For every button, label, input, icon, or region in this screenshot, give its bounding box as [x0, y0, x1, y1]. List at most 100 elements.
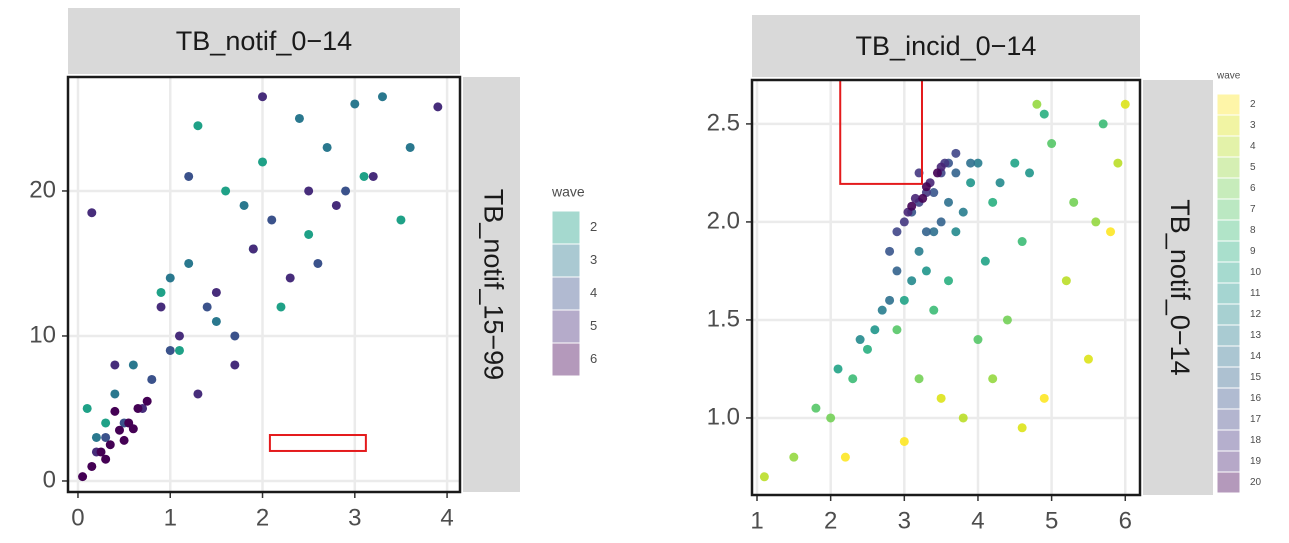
point [1002, 315, 1012, 325]
legend-key [1216, 261, 1241, 284]
legend-key [1216, 387, 1241, 410]
point [936, 217, 946, 227]
highlight-box [268, 434, 367, 452]
legend-key [1216, 240, 1241, 263]
point [128, 360, 138, 370]
point [826, 413, 836, 423]
point [276, 302, 286, 312]
point [958, 413, 968, 423]
point [368, 171, 378, 181]
panel-border [750, 78, 1142, 497]
legend-label: 16 [1250, 393, 1262, 404]
legend-key [1216, 219, 1241, 242]
legend-key [551, 210, 581, 245]
legend-key [551, 276, 581, 311]
point [840, 452, 850, 462]
point [811, 403, 821, 413]
point [1047, 139, 1057, 149]
plot-background [752, 80, 1140, 495]
point [156, 302, 166, 312]
legend-key [1216, 93, 1241, 116]
point [1025, 168, 1035, 178]
point [133, 403, 143, 413]
point [910, 193, 920, 203]
point [91, 432, 101, 442]
point [1113, 158, 1123, 168]
point [833, 364, 843, 374]
panel: 1 2 3 4 5 61.01.52.02.5TB_incid_0−14TB_notif_… [707, 15, 1262, 534]
legend-label: 19 [1250, 456, 1262, 467]
point [929, 305, 939, 315]
strip-top-label: TB_notif_0−14 [176, 26, 352, 56]
legend-key [551, 342, 581, 377]
point [966, 178, 976, 188]
point [759, 472, 769, 482]
point [377, 92, 387, 102]
point [966, 158, 976, 168]
point [350, 99, 360, 109]
legend-label: 2 [590, 219, 597, 234]
point [82, 403, 92, 413]
legend-key [1216, 366, 1241, 389]
point [1039, 109, 1049, 119]
panel-border [66, 75, 462, 494]
point [885, 295, 895, 305]
point [156, 287, 166, 297]
point [1032, 99, 1042, 109]
point [892, 325, 902, 335]
point [359, 171, 369, 181]
point [877, 305, 887, 315]
point [1091, 217, 1101, 227]
legend-key [551, 309, 581, 344]
legend-label: 5 [590, 318, 597, 333]
point [929, 227, 939, 237]
x-tick-label: 0 [71, 504, 84, 531]
point [951, 227, 961, 237]
point [147, 374, 157, 384]
point [313, 258, 323, 268]
point [331, 200, 341, 210]
x-tick-label: 2 [824, 507, 837, 534]
point [885, 246, 895, 256]
point [921, 182, 931, 192]
point [892, 266, 902, 276]
x-tick-label: 5 [1045, 507, 1058, 534]
point [1083, 354, 1093, 364]
x-tick-label: 4 [971, 507, 984, 534]
point [87, 461, 97, 471]
point [789, 452, 799, 462]
point [907, 276, 917, 286]
point [1120, 99, 1130, 109]
legend-label: 6 [590, 351, 597, 366]
point [929, 188, 939, 198]
y-tick-label: 10 [29, 321, 56, 348]
point [221, 186, 231, 196]
point [988, 197, 998, 207]
point [267, 215, 277, 225]
y-tick-label: 1.0 [707, 403, 740, 430]
legend-label: 7 [1250, 204, 1256, 215]
legend-title: wave [551, 184, 585, 200]
plot-background [68, 77, 460, 492]
y-tick-label: 1.5 [707, 305, 740, 332]
point [914, 246, 924, 256]
y-tick-label: 2.5 [707, 109, 740, 136]
legend-key [1216, 177, 1241, 200]
y-tick-label: 0 [43, 466, 56, 493]
point [239, 200, 249, 210]
legend-key [1216, 198, 1241, 221]
point [341, 186, 351, 196]
point [165, 345, 175, 355]
point [855, 335, 865, 345]
point [110, 360, 120, 370]
point [101, 418, 111, 428]
strip-right [1143, 80, 1213, 495]
point [892, 227, 902, 237]
y-tick-label: 2.0 [707, 207, 740, 234]
strip-right-label: TB_notif_15−99 [478, 189, 508, 380]
legend-key [1216, 471, 1241, 494]
legend-label: 5 [1250, 162, 1256, 173]
x-tick-label: 4 [440, 504, 453, 531]
legend-key [1216, 135, 1241, 158]
point [128, 424, 138, 434]
